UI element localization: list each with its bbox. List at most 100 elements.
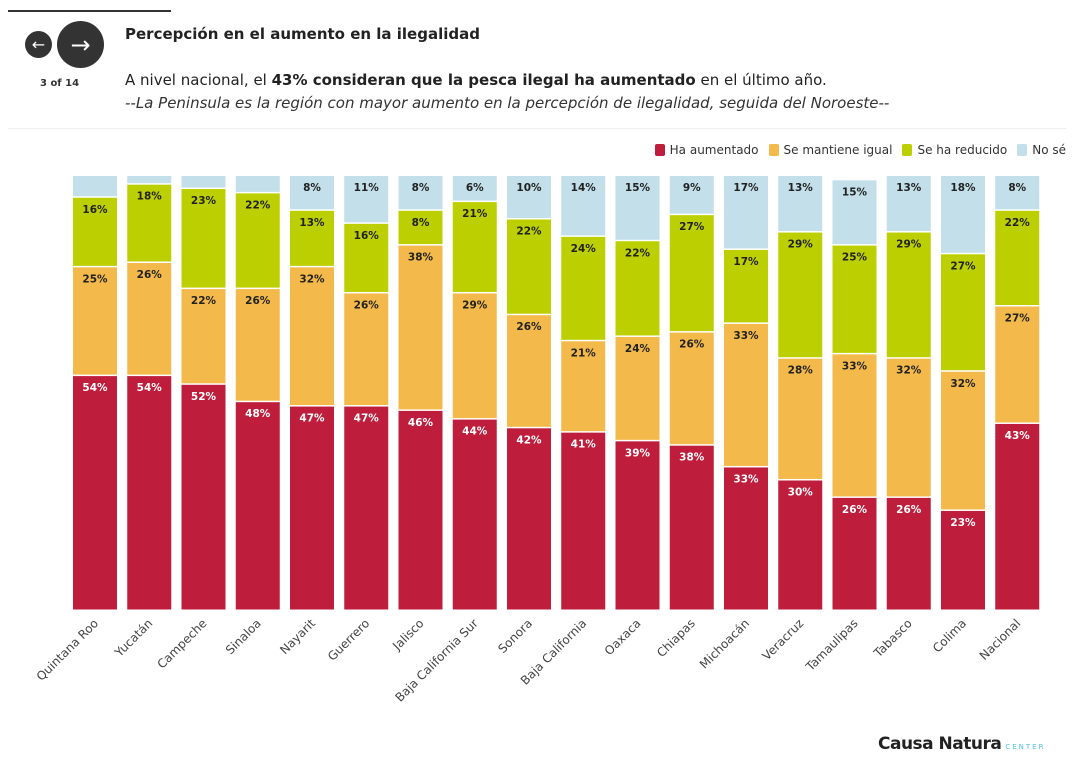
bar-segment[interactable] [995,210,1040,305]
bar-segment[interactable] [398,410,443,610]
bar-segment[interactable] [669,445,714,610]
bar-segment[interactable] [886,176,931,232]
bar-segment[interactable] [290,210,334,266]
bar-segment[interactable] [73,176,117,197]
previous-button[interactable]: ← [25,31,52,58]
bar-segment[interactable] [615,176,660,240]
bar-segment[interactable] [452,202,497,292]
data-label: 33% [733,330,759,342]
bar-segment[interactable] [561,432,606,610]
legend-item[interactable]: No sé [1017,143,1066,157]
bar-segment[interactable] [235,193,280,288]
bar-segment[interactable] [724,467,768,610]
data-label: 21% [462,208,488,220]
bar-segment[interactable] [941,371,985,510]
bar-segment[interactable] [181,384,226,610]
bar-segment[interactable] [561,176,606,236]
page-counter: 3 of 14 [40,78,80,89]
bar-segment[interactable] [832,497,877,610]
bar-segment[interactable] [127,184,172,262]
bar-segment[interactable] [344,293,389,406]
bar-segment[interactable] [507,219,551,314]
bar-segment[interactable] [181,189,226,288]
data-label: 25% [82,273,108,285]
legend-item[interactable]: Se ha reducido [902,143,1007,157]
legend-item[interactable]: Ha aumentado [654,143,759,157]
bar-segment[interactable] [941,254,985,371]
data-label: 47% [299,413,325,425]
bar-segment[interactable] [669,215,714,332]
bar-segment[interactable] [778,232,823,358]
bar-segment[interactable] [724,176,768,249]
data-label: 16% [354,230,380,242]
bar-segment[interactable] [181,176,226,188]
subtitle-pre: A nivel nacional, el [125,71,272,89]
bar-segment[interactable] [778,480,823,610]
bar-segment[interactable] [127,263,172,375]
bar-segment[interactable] [778,176,823,232]
data-label: 22% [245,199,271,211]
data-label: 23% [950,517,976,529]
bar-segment[interactable] [832,354,877,497]
bar-segment[interactable] [832,180,877,245]
data-label: 14% [571,182,597,194]
bar-segment[interactable] [507,428,551,610]
bar-segment[interactable] [181,289,226,384]
data-label: 41% [571,439,597,451]
next-button[interactable]: → [57,21,104,68]
bar-segment[interactable] [127,376,172,610]
data-label: 52% [191,391,217,403]
bar-segment[interactable] [561,236,606,340]
bar-segment[interactable] [344,223,389,292]
bar-segment[interactable] [452,293,497,419]
bar-segment[interactable] [73,376,117,610]
bar-segment[interactable] [995,423,1040,610]
bar-segment[interactable] [398,210,443,245]
bar-segment[interactable] [615,441,660,610]
data-label: 29% [462,299,488,311]
bar-segment[interactable] [669,332,714,445]
bar-segment[interactable] [724,323,768,466]
bar-segment[interactable] [290,176,334,210]
data-label: 38% [679,452,705,464]
separator [8,128,1066,129]
bar-segment[interactable] [507,176,551,218]
bar-segment[interactable] [127,176,172,184]
bar-segment[interactable] [507,315,551,427]
legend-item[interactable]: Se mantiene igual [768,143,892,157]
bar-segment[interactable] [778,358,823,479]
bar-segment[interactable] [724,249,768,323]
bar-segment[interactable] [290,267,334,406]
bar-segment[interactable] [561,341,606,432]
bar-segment[interactable] [398,245,443,410]
bar-segment[interactable] [398,176,443,210]
arrow-right-icon: → [70,30,91,59]
data-label: 44% [462,426,488,438]
bar-segment[interactable] [73,267,117,375]
bar-segment[interactable] [73,197,117,266]
subtitle-note: --La Peninsula es la región con mayor au… [125,94,890,112]
bar-segment[interactable] [452,176,497,201]
bar-segment[interactable] [995,176,1040,210]
bar-segment[interactable] [886,497,931,610]
bar-segment[interactable] [235,402,280,610]
bar-segment[interactable] [941,176,985,253]
bar-segment[interactable] [235,176,280,192]
bar-segment[interactable] [832,245,877,353]
bar-segment[interactable] [235,289,280,401]
data-label: 27% [679,221,705,233]
bar-segment[interactable] [615,336,660,440]
bar-segment[interactable] [669,176,714,214]
bar-segment[interactable] [344,176,389,223]
bar-segment[interactable] [615,241,660,336]
legend: Ha aumentado Se mantiene igual Se ha reduc… [654,143,1066,157]
bar-segment[interactable] [995,306,1040,423]
bar-segment[interactable] [344,406,389,610]
bar-segment[interactable] [886,232,931,358]
bar-segment[interactable] [886,358,931,497]
bar-segment[interactable] [452,419,497,610]
bar-segment[interactable] [290,406,334,610]
bar-segment[interactable] [941,510,985,610]
category-label: Jalisco [389,616,426,653]
category-label: Sinaloa [223,616,264,657]
